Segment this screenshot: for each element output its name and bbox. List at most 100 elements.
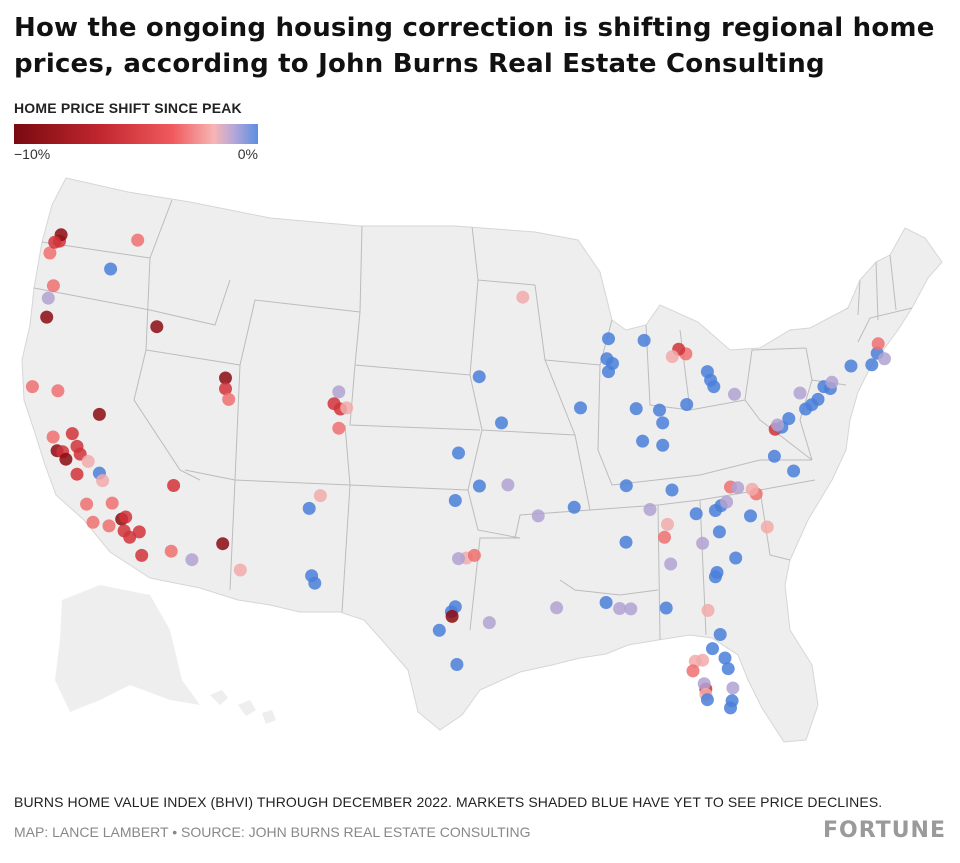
market-marker bbox=[135, 548, 149, 562]
market-marker bbox=[708, 570, 722, 584]
footnote: BURNS HOME VALUE INDEX (BHVI) THROUGH DE… bbox=[14, 794, 883, 810]
market-marker bbox=[233, 563, 247, 577]
market-marker bbox=[745, 482, 759, 496]
market-marker bbox=[700, 693, 714, 707]
market-marker bbox=[643, 503, 657, 516]
alaska-land bbox=[55, 585, 200, 712]
market-marker bbox=[51, 384, 65, 398]
market-marker bbox=[104, 262, 118, 276]
market-marker bbox=[167, 479, 181, 492]
market-marker bbox=[721, 662, 735, 676]
legend-labels: −10% 0% bbox=[14, 146, 258, 164]
market-marker bbox=[452, 552, 465, 566]
market-marker bbox=[123, 530, 137, 544]
market-marker bbox=[720, 495, 734, 509]
market-marker bbox=[637, 333, 651, 347]
market-marker bbox=[92, 407, 106, 421]
market-marker bbox=[599, 596, 613, 609]
market-marker bbox=[665, 483, 679, 497]
market-marker bbox=[70, 467, 84, 481]
market-marker bbox=[689, 507, 703, 521]
market-marker bbox=[664, 557, 678, 571]
market-marker bbox=[653, 403, 666, 417]
market-marker bbox=[219, 371, 232, 385]
credit-line: MAP: LANCE LAMBERT • SOURCE: JOHN BURNS … bbox=[14, 824, 531, 840]
market-marker bbox=[96, 474, 110, 488]
market-marker bbox=[767, 449, 781, 463]
market-marker bbox=[713, 628, 727, 641]
market-marker bbox=[40, 310, 54, 324]
market-marker bbox=[450, 658, 464, 671]
market-marker bbox=[718, 651, 732, 665]
market-marker bbox=[602, 365, 615, 379]
market-marker bbox=[65, 427, 79, 441]
market-marker bbox=[452, 446, 465, 460]
market-marker bbox=[787, 464, 801, 478]
market-marker bbox=[501, 478, 515, 492]
market-marker bbox=[80, 497, 94, 511]
map-title: How the ongoing housing correction is sh… bbox=[14, 13, 935, 79]
legend-title: HOME PRICE SHIFT SINCE PEAK bbox=[14, 100, 242, 116]
market-marker bbox=[313, 489, 327, 503]
market-marker bbox=[708, 504, 722, 517]
market-marker bbox=[600, 352, 614, 366]
market-marker bbox=[332, 421, 346, 435]
market-marker bbox=[25, 380, 39, 394]
market-marker bbox=[619, 479, 633, 493]
market-marker bbox=[86, 515, 100, 529]
market-marker bbox=[665, 350, 679, 364]
market-marker bbox=[495, 416, 508, 430]
market-marker bbox=[706, 642, 719, 656]
market-marker bbox=[629, 402, 643, 416]
market-marker bbox=[550, 601, 564, 615]
market-marker bbox=[164, 544, 178, 558]
legend-max-label: 0% bbox=[237, 146, 258, 162]
market-marker bbox=[659, 601, 673, 615]
market-marker bbox=[825, 375, 839, 389]
market-marker bbox=[680, 398, 694, 411]
us-map bbox=[21, 177, 943, 743]
market-marker bbox=[531, 509, 545, 523]
market-marker bbox=[185, 553, 199, 567]
market-marker bbox=[472, 370, 486, 384]
market-marker bbox=[636, 434, 650, 448]
market-marker bbox=[696, 653, 710, 667]
market-marker bbox=[59, 452, 73, 466]
market-marker bbox=[661, 517, 674, 531]
market-marker bbox=[150, 320, 164, 334]
market-marker bbox=[448, 494, 462, 507]
market-marker bbox=[686, 664, 700, 678]
market-marker bbox=[656, 438, 670, 452]
market-marker bbox=[41, 291, 55, 305]
market-marker bbox=[771, 418, 785, 432]
market-marker bbox=[729, 551, 743, 565]
market-marker bbox=[132, 525, 146, 539]
market-marker bbox=[48, 235, 62, 249]
market-marker bbox=[119, 510, 133, 524]
market-markers bbox=[25, 228, 891, 715]
market-marker bbox=[701, 603, 715, 617]
market-marker bbox=[726, 681, 740, 695]
market-marker bbox=[811, 392, 825, 406]
market-marker bbox=[567, 500, 581, 514]
market-marker bbox=[619, 535, 633, 549]
market-marker bbox=[46, 279, 60, 293]
market-marker bbox=[105, 496, 119, 510]
market-marker bbox=[81, 454, 95, 468]
legend-gradient-bar bbox=[14, 124, 258, 144]
market-marker bbox=[712, 525, 726, 539]
state-border-lines bbox=[33, 199, 913, 641]
market-marker bbox=[782, 412, 796, 426]
market-marker bbox=[707, 380, 721, 394]
market-marker bbox=[624, 602, 638, 616]
market-marker bbox=[332, 385, 346, 399]
market-marker bbox=[744, 509, 757, 523]
market-marker bbox=[467, 548, 481, 562]
market-marker bbox=[46, 430, 60, 444]
market-marker bbox=[728, 387, 741, 401]
market-marker bbox=[574, 401, 587, 415]
market-marker bbox=[308, 576, 322, 590]
market-marker bbox=[878, 352, 891, 366]
market-marker bbox=[516, 290, 530, 304]
market-marker bbox=[482, 616, 496, 630]
